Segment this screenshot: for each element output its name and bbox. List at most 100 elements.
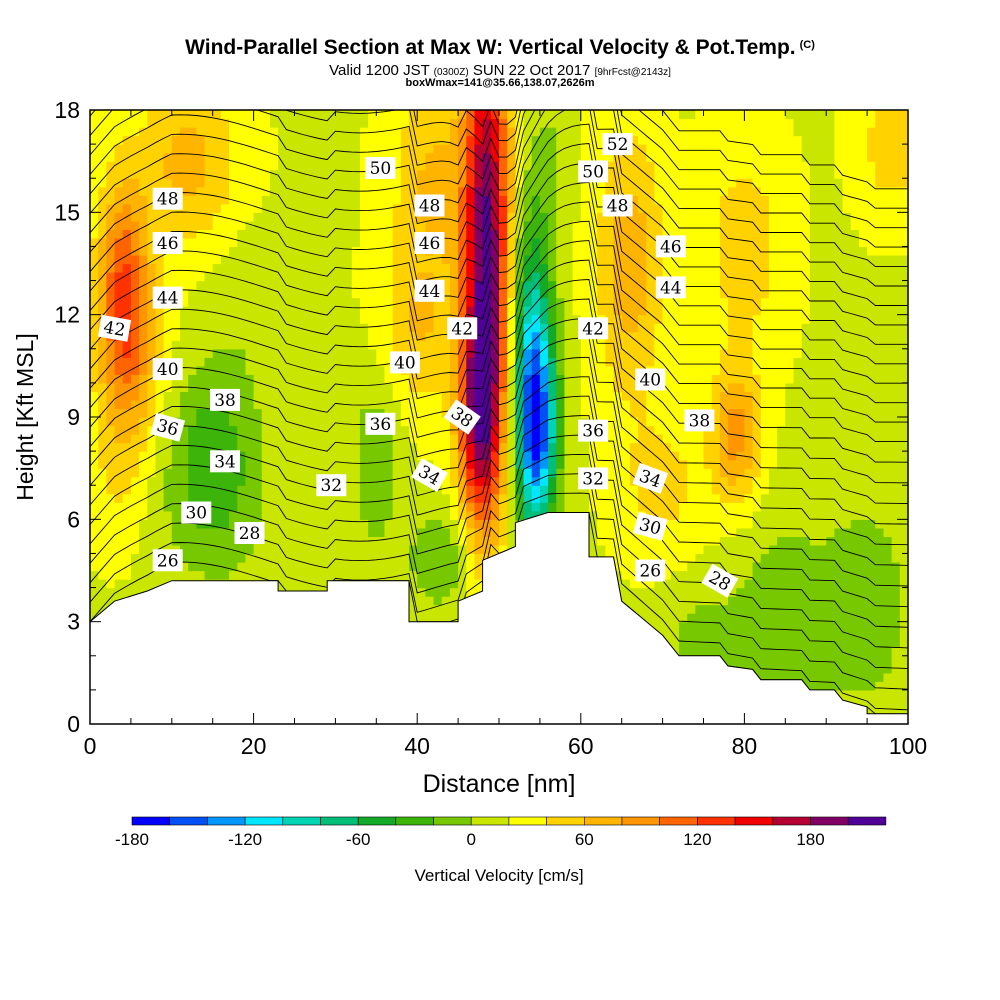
velocity-cell (433, 553, 443, 563)
velocity-cell (662, 391, 672, 401)
velocity-cell (883, 451, 893, 461)
velocity-cell (695, 561, 705, 572)
velocity-cell (433, 596, 443, 606)
velocity-cell (433, 399, 443, 410)
velocity-cell (842, 561, 852, 572)
velocity-cell (196, 323, 206, 333)
velocity-cell (482, 417, 492, 427)
velocity-cell (605, 331, 615, 341)
velocity-cell (842, 434, 852, 444)
velocity-cell (507, 323, 516, 333)
velocity-cell (858, 672, 868, 682)
velocity-cell (548, 297, 557, 307)
velocity-cell (654, 417, 664, 427)
velocity-cell (736, 647, 745, 657)
velocity-cell (899, 442, 908, 452)
velocity-cell (229, 417, 238, 427)
velocity-cell (490, 425, 500, 435)
velocity-cell (147, 561, 157, 572)
velocity-cell (728, 314, 737, 324)
velocity-cell (302, 459, 312, 469)
velocity-cell (425, 340, 435, 350)
velocity-cell (163, 527, 173, 537)
velocity-cell (458, 434, 467, 444)
velocity-cell (597, 493, 606, 503)
velocity-cell (507, 374, 516, 384)
velocity-cell (327, 297, 336, 307)
velocity-cell (728, 613, 737, 623)
velocity-cell (760, 340, 770, 350)
velocity-cell (744, 621, 754, 631)
velocity-cell (245, 476, 255, 486)
velocity-cell (809, 348, 819, 358)
velocity-cell (359, 468, 369, 478)
velocity-cell (310, 417, 320, 427)
velocity-cell (417, 323, 426, 333)
velocity-cell (196, 476, 206, 486)
velocity-cell (670, 442, 680, 452)
velocity-cell (580, 493, 590, 503)
velocity-cell (237, 348, 247, 358)
velocity-cell (826, 459, 835, 469)
velocity-cell (678, 561, 688, 572)
velocity-cell (139, 468, 148, 478)
velocity-cell (114, 365, 124, 375)
velocity-cell (433, 365, 443, 375)
velocity-cell (507, 476, 516, 486)
velocity-cell (351, 459, 361, 469)
velocity-cell (245, 468, 255, 478)
velocity-cell (368, 544, 377, 555)
velocity-cell (564, 468, 574, 478)
velocity-cell (400, 476, 410, 486)
velocity-cell (384, 451, 394, 461)
velocity-cell (638, 613, 647, 623)
velocity-cell (777, 468, 786, 478)
velocity-cell (507, 408, 516, 418)
velocity-cell (548, 323, 557, 333)
velocity-cell (621, 434, 631, 444)
velocity-cell (466, 519, 476, 529)
velocity-cell (752, 391, 762, 401)
velocity-cell (229, 502, 238, 512)
velocity-cell (253, 391, 263, 401)
velocity-cell (539, 374, 549, 384)
velocity-cell (875, 647, 885, 657)
velocity-cell (327, 365, 336, 375)
velocity-cell (809, 485, 819, 495)
velocity-cell (269, 459, 279, 469)
velocity-cell (179, 314, 189, 324)
velocity-cell (785, 417, 795, 427)
velocity-cell (850, 689, 860, 700)
velocity-cell (858, 655, 868, 665)
velocity-cell (572, 417, 582, 427)
velocity-cell (785, 365, 795, 375)
velocity-cell (842, 604, 852, 614)
velocity-cell (400, 536, 410, 546)
velocity-cell (818, 382, 827, 393)
velocity-cell (139, 348, 148, 358)
velocity-cell (539, 365, 549, 375)
velocity-cell (294, 476, 304, 486)
velocity-cell (711, 630, 721, 640)
velocity-cell (179, 527, 189, 537)
velocity-cell (286, 399, 296, 410)
velocity-cell (384, 314, 394, 324)
velocity-cell (613, 544, 623, 555)
velocity-cell (850, 672, 860, 682)
velocity-cell (490, 399, 500, 410)
velocity-cell (425, 306, 435, 316)
velocity-cell (818, 331, 827, 341)
velocity-cell (294, 374, 304, 384)
velocity-cell (809, 536, 819, 546)
velocity-cell (662, 425, 672, 435)
velocity-cell (212, 297, 222, 307)
velocity-cell (392, 527, 402, 537)
velocity-cell (523, 476, 533, 486)
velocity-cell (310, 442, 320, 452)
velocity-cell (294, 434, 304, 444)
velocity-cell (220, 297, 230, 307)
velocity-cell (867, 399, 876, 410)
velocity-cell (351, 442, 361, 452)
velocity-cell (90, 357, 99, 367)
velocity-cell (687, 459, 696, 469)
